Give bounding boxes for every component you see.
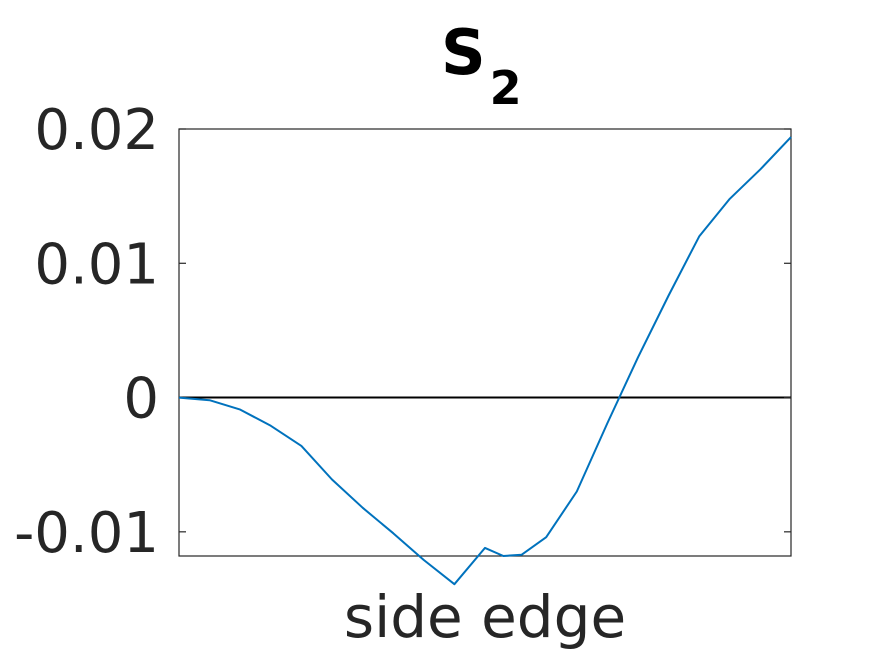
chart-title: S2 bbox=[441, 16, 522, 115]
y-tick-label: 0.02 bbox=[34, 98, 159, 163]
y-tick-label: 0 bbox=[123, 367, 159, 432]
chart-title-main: S bbox=[441, 16, 486, 89]
chart-title-subscript: 2 bbox=[490, 61, 522, 115]
x-axis-label: side edge bbox=[344, 583, 626, 651]
y-tick-label: -0.01 bbox=[14, 501, 159, 566]
y-tick-label: 0.01 bbox=[34, 232, 159, 297]
axes-box bbox=[179, 129, 791, 556]
plot-area bbox=[179, 129, 791, 556]
